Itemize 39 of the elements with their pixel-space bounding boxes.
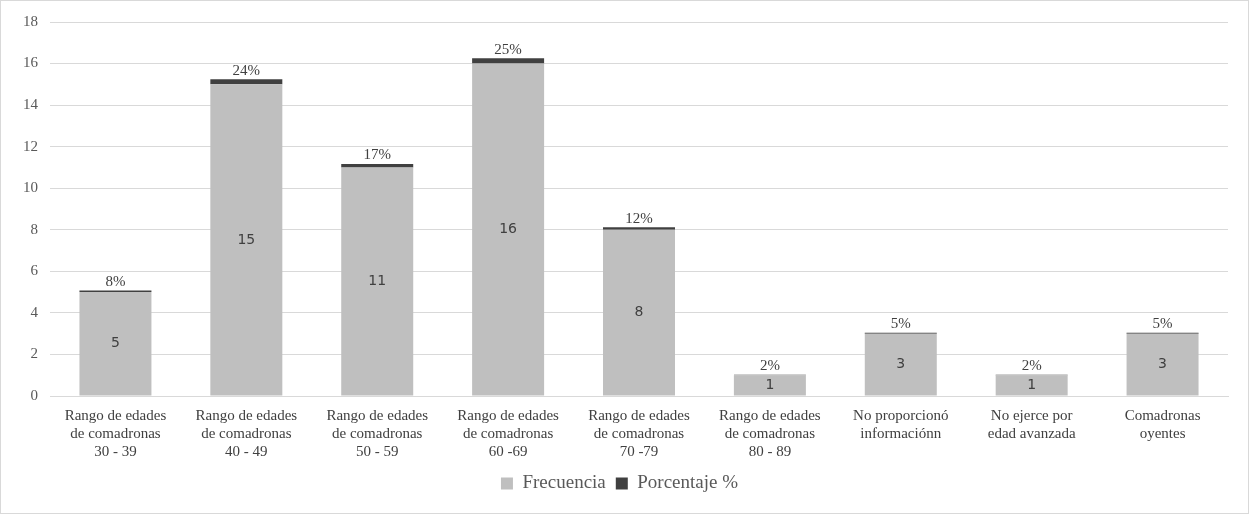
data-label: 17% bbox=[363, 146, 391, 163]
x-tick-label: No ejerce por edad avanzada bbox=[987, 406, 1076, 441]
x-tick-label: Rango de edades de comadronas 50 - 59 bbox=[326, 406, 429, 459]
y-tick-label: 8 bbox=[30, 220, 38, 237]
legend-label: Frecuencia bbox=[522, 471, 607, 493]
data-label: 8 bbox=[634, 303, 644, 320]
data-label: 3 bbox=[896, 355, 906, 372]
data-label: 16 bbox=[499, 220, 518, 237]
y-tick-label: 2 bbox=[30, 345, 38, 362]
data-label: 15 bbox=[237, 230, 256, 247]
x-tick-label: Rango de edades de comadronas 80 - 89 bbox=[719, 406, 821, 459]
y-tick-label: 14 bbox=[23, 96, 39, 113]
y-tick-label: 4 bbox=[30, 303, 39, 320]
y-tick-label: 16 bbox=[23, 54, 39, 71]
data-label: 3 bbox=[1158, 355, 1168, 372]
x-tick-label: Rango de edades de comadronas 70 -79 bbox=[588, 406, 690, 459]
y-tick-label: 6 bbox=[30, 262, 39, 279]
data-label: 1 bbox=[1027, 376, 1037, 392]
data-label: 11 bbox=[368, 272, 387, 289]
y-tick-label: 18 bbox=[23, 12, 38, 29]
data-label: 12% bbox=[625, 209, 653, 226]
data-label: 8% bbox=[105, 272, 126, 289]
y-tick-label: 10 bbox=[23, 179, 38, 196]
x-tick-label: Comadronas oyentes bbox=[1124, 406, 1201, 441]
data-label: 2% bbox=[759, 357, 780, 374]
data-label: 5% bbox=[1152, 315, 1173, 332]
data-label: 2% bbox=[1021, 357, 1042, 374]
x-tick-label: Rango de edades de comadronas 60 -69 bbox=[457, 406, 560, 459]
x-tick-label: Rango de edades de comadronas 40 - 49 bbox=[195, 406, 298, 459]
data-label: 25% bbox=[494, 40, 522, 57]
x-tick-label: Rango de edades de comadronas 30 - 39 bbox=[64, 406, 167, 459]
data-label: 24% bbox=[232, 61, 261, 78]
x-tick-label: No proporcionó informaciónn bbox=[853, 406, 949, 441]
y-tick-label: 12 bbox=[23, 137, 38, 154]
data-label: 5% bbox=[890, 315, 911, 332]
y-tick-label: 0 bbox=[30, 386, 38, 403]
legend-label: Porcentaje % bbox=[637, 471, 739, 493]
data-label: 1 bbox=[765, 376, 775, 392]
data-label: 5 bbox=[110, 334, 120, 351]
